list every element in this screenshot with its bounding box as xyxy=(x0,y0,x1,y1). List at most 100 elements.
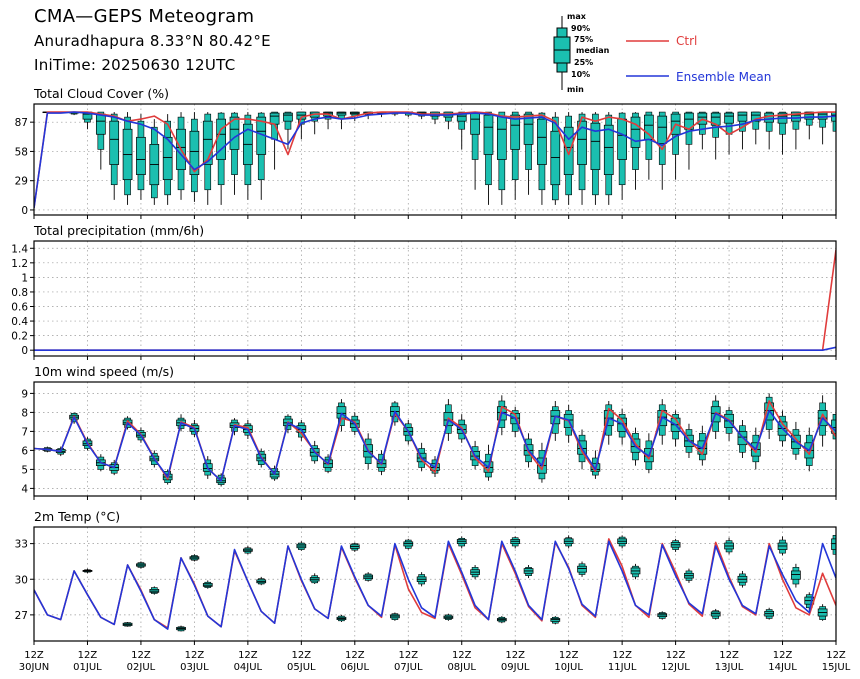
y-tick-label: 7 xyxy=(21,426,28,438)
box-inner xyxy=(523,113,534,145)
x-tick-label-hour: 12Z xyxy=(131,650,151,661)
legend-label-median: median xyxy=(576,46,610,55)
y-tick-label: 0.4 xyxy=(11,316,28,328)
box-inner xyxy=(750,111,761,122)
box-plot xyxy=(243,546,253,555)
box-plot xyxy=(670,538,681,552)
box-plot xyxy=(657,111,668,190)
y-tick-label: 4 xyxy=(21,483,28,495)
ensemble-mean-series-line xyxy=(34,409,836,482)
meteogram-title: CMA—GEPS Meteogram xyxy=(34,6,255,27)
box-inner xyxy=(804,111,815,120)
y-tick-label: 33 xyxy=(15,539,28,551)
y-tick-label: 27 xyxy=(15,610,28,622)
box-plot xyxy=(229,112,240,195)
box-plot xyxy=(456,111,467,150)
box-plot xyxy=(710,111,721,160)
box-inner xyxy=(603,124,614,175)
x-tick-label-hour: 12Z xyxy=(24,650,44,661)
panel-4: 2m Temp (°C) 27 30 33 xyxy=(15,509,837,645)
box-plot xyxy=(550,401,561,441)
box-inner xyxy=(496,115,507,160)
box-inner xyxy=(724,112,734,124)
panel-plot-area xyxy=(34,249,836,352)
init-time-label: IniTime: 20250630 12UTC xyxy=(34,56,236,74)
box-plot xyxy=(764,607,775,620)
box-inner xyxy=(189,130,200,175)
panel-frame xyxy=(33,526,837,642)
x-tick-label-hour: 12Z xyxy=(78,650,98,661)
y-tick-label: 30 xyxy=(15,574,28,586)
box-plot xyxy=(724,537,734,555)
box-plot xyxy=(603,112,614,205)
x-tick-label-hour: 12Z xyxy=(826,650,846,661)
y-tick-label: 0.6 xyxy=(11,302,28,314)
box-plot xyxy=(617,535,627,549)
box-plot xyxy=(750,111,761,145)
box-plot xyxy=(283,111,293,150)
box-inner xyxy=(617,118,627,160)
y-tick-label: 87 xyxy=(15,117,28,129)
box-plot xyxy=(697,111,708,150)
box-plot xyxy=(483,111,494,205)
box-inner xyxy=(136,136,146,175)
legend-ctrl-label: Ctrl xyxy=(676,34,697,48)
box-inner xyxy=(577,120,587,165)
box-inner xyxy=(229,116,240,150)
box-plot xyxy=(737,570,748,588)
x-tick-label-date: 30JUN xyxy=(19,662,49,673)
box-inner xyxy=(644,114,654,140)
box-plot xyxy=(162,114,173,205)
box-plot xyxy=(510,111,521,200)
x-tick-label-date: 08JUL xyxy=(447,662,476,673)
box-plot xyxy=(95,111,106,170)
box-plot xyxy=(470,111,480,190)
panel-title: 2m Temp (°C) xyxy=(34,509,120,524)
box-plot xyxy=(724,111,734,155)
box-plot xyxy=(176,625,186,632)
box-plot xyxy=(737,111,748,150)
box-plot xyxy=(109,112,120,200)
box-plot xyxy=(817,604,828,621)
box-plot xyxy=(710,608,721,620)
box-inner xyxy=(269,112,280,125)
box-inner xyxy=(657,115,668,144)
box-inner xyxy=(162,136,173,181)
box-plot xyxy=(777,536,788,556)
box-inner xyxy=(577,565,587,573)
x-tick-label-date: 14JUL xyxy=(768,662,797,673)
box-plot xyxy=(617,112,627,200)
y-tick-label: 0.8 xyxy=(11,287,28,299)
panel-frame xyxy=(33,103,837,216)
box-plot xyxy=(82,111,93,130)
box-inner xyxy=(283,112,293,122)
box-plot xyxy=(563,535,574,549)
box-inner xyxy=(336,111,347,116)
box-plot xyxy=(296,541,307,551)
chart-legend: max 90% 75% median 25% 10% min Ctrl Ense… xyxy=(553,12,771,94)
box-plot xyxy=(256,112,267,200)
x-tick-label-date: 12JUL xyxy=(661,662,690,673)
box-plot xyxy=(470,565,480,580)
box-inner xyxy=(216,118,226,160)
box-inner xyxy=(737,111,748,122)
legend-label-p90: 90% xyxy=(571,24,590,33)
box-plot xyxy=(831,531,836,558)
box-inner xyxy=(510,114,521,150)
x-tick-label-date: 09JUL xyxy=(501,662,530,673)
legend-label-p25: 25% xyxy=(574,58,593,67)
box-inner xyxy=(202,120,213,165)
box-plot xyxy=(189,554,200,562)
x-tick-label-hour: 12Z xyxy=(719,650,739,661)
legend-mean-label: Ensemble Mean xyxy=(676,70,771,84)
box-plot xyxy=(684,111,694,170)
